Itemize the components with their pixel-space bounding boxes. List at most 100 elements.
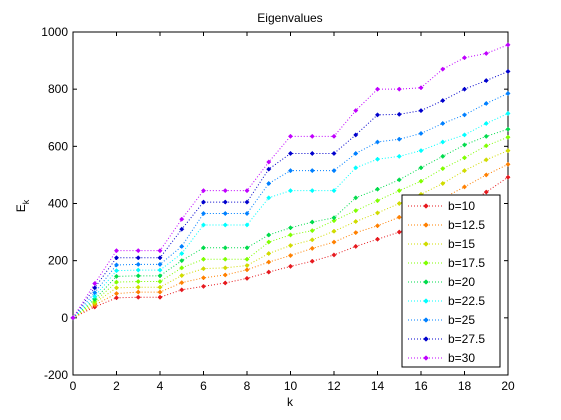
data-point: [222, 265, 228, 271]
data-point: [266, 166, 272, 172]
y-tick-label: 1000: [41, 25, 68, 39]
y-axis-label-main: E: [14, 204, 28, 212]
series-line: [72, 150, 509, 319]
data-point: [309, 188, 315, 194]
data-point: [331, 168, 337, 174]
data-point: [266, 239, 272, 245]
data-point: [309, 237, 315, 243]
data-point: [331, 150, 337, 157]
data-point: [200, 283, 207, 289]
data-point: [505, 126, 511, 132]
data-point: [200, 245, 207, 251]
data-point: [483, 157, 489, 163]
data-point: [396, 153, 402, 159]
legend-item: b=27.5: [408, 332, 485, 346]
data-point: [222, 256, 228, 262]
data-point: [309, 150, 315, 157]
series-b=22.5: [70, 110, 511, 321]
x-tick-label: 6: [200, 379, 207, 393]
data-point: [396, 188, 402, 194]
data-point: [135, 255, 141, 261]
data-point: [440, 166, 446, 172]
x-tick-label: 10: [284, 379, 298, 393]
data-point: [287, 188, 294, 194]
legend-marker: [423, 298, 429, 304]
data-point: [244, 210, 250, 217]
data-point: [200, 188, 207, 194]
legend-item: b=10: [408, 199, 475, 213]
data-point: [287, 242, 294, 249]
legend-item: b=22.5: [408, 294, 485, 308]
x-tick-label: 4: [157, 379, 164, 393]
series-line: [72, 113, 509, 319]
series-b=30: [70, 42, 511, 321]
legend-marker: [423, 317, 429, 323]
data-point: [135, 267, 141, 273]
data-point: [113, 262, 120, 268]
data-point: [157, 255, 163, 261]
data-point: [157, 294, 163, 300]
data-point: [374, 156, 381, 162]
data-point: [200, 275, 207, 281]
data-point: [331, 215, 337, 221]
data-point: [309, 228, 315, 234]
data-point: [135, 261, 141, 267]
data-point: [157, 289, 163, 295]
data-point: [200, 256, 207, 262]
data-point: [244, 275, 250, 281]
data-point: [483, 120, 489, 127]
legend-label: b=27.5: [448, 332, 485, 346]
data-point: [113, 268, 120, 274]
data-point: [374, 186, 381, 192]
data-point: [418, 165, 424, 171]
legend-label: b=20: [448, 275, 475, 289]
data-point: [244, 188, 250, 194]
legend-marker: [423, 279, 429, 285]
data-point: [244, 199, 250, 205]
data-point: [505, 148, 511, 154]
data-point: [505, 110, 511, 117]
data-point: [374, 112, 381, 118]
x-tick-label: 8: [244, 379, 251, 393]
legend-label: b=10: [448, 199, 475, 213]
data-point: [157, 273, 163, 279]
data-point: [440, 180, 446, 187]
data-point: [483, 100, 489, 107]
data-point: [461, 142, 468, 148]
data-point: [461, 155, 468, 161]
data-point: [353, 218, 359, 225]
data-point: [418, 178, 424, 184]
data-point: [113, 248, 120, 254]
data-point: [505, 161, 511, 167]
data-point: [418, 130, 424, 137]
data-point: [309, 168, 315, 174]
data-point: [266, 232, 272, 238]
legend-item: b=15: [408, 237, 475, 251]
legend-marker: [423, 222, 429, 228]
data-point: [266, 250, 272, 257]
data-point: [157, 248, 163, 254]
data-point: [461, 132, 468, 138]
data-point: [92, 290, 98, 296]
data-point: [135, 294, 141, 300]
data-point: [287, 232, 294, 238]
chart-title: Eigenvalues: [257, 11, 322, 25]
data-point: [483, 133, 489, 139]
x-tick-label: 16: [414, 379, 428, 393]
data-point: [135, 289, 141, 295]
data-point: [113, 273, 120, 279]
data-point: [200, 266, 207, 272]
legend-marker: [423, 241, 429, 247]
data-point: [179, 243, 185, 249]
data-point: [266, 180, 272, 187]
series-b=27.5: [70, 68, 511, 321]
y-tick-label: 600: [48, 139, 68, 153]
data-point: [331, 218, 337, 224]
data-point: [135, 278, 141, 285]
data-point: [461, 86, 468, 92]
data-point: [374, 236, 381, 242]
data-point: [113, 295, 120, 301]
y-axis-label: Ek: [14, 199, 31, 212]
legend-marker: [423, 260, 429, 266]
data-point: [483, 50, 489, 56]
